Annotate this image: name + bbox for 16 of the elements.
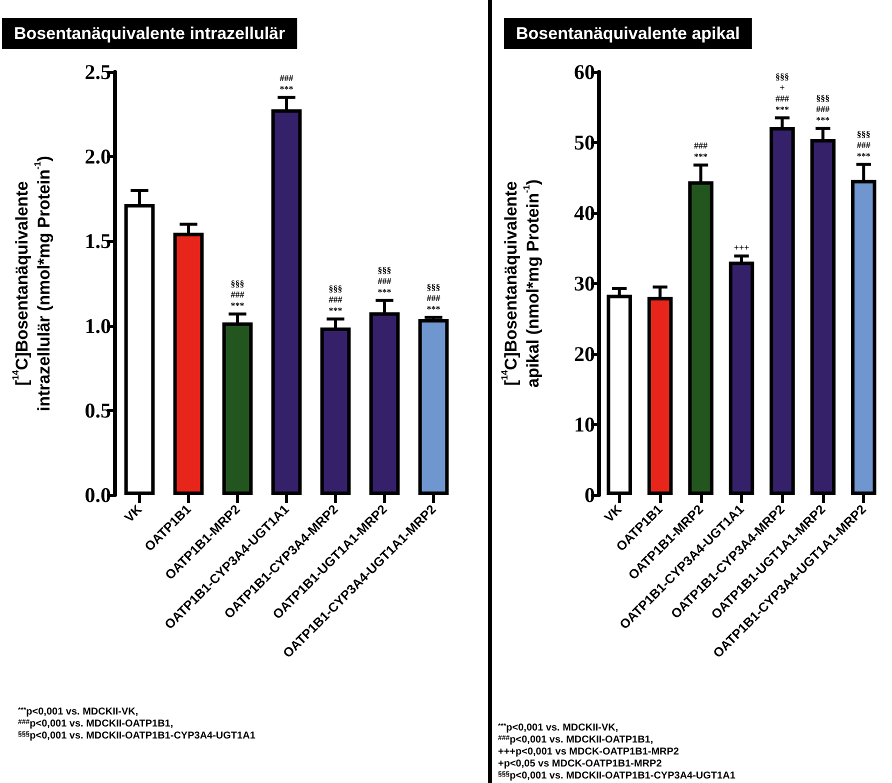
annotation: §§§ ### ***: [816, 92, 830, 125]
text: +p<0,05 vs MDCK-OATP1B1-MRP2: [498, 758, 662, 770]
chart-title: Bosentanäquivalente apikal: [516, 24, 740, 43]
annotation: +++: [734, 242, 750, 253]
annotation: §§§ ### ***: [856, 128, 871, 161]
chart-title: Bosentanäquivalente intrazellulär: [14, 24, 286, 43]
annotation: §§§ + ### ***: [775, 71, 790, 114]
annotation: §§§ ### ***: [328, 284, 343, 316]
x-tick-label: VK: [121, 501, 146, 526]
y-tick-label: 0.5: [84, 398, 111, 422]
annotation: ### ***: [280, 72, 294, 94]
annotation: §§§ ### ***: [230, 278, 245, 310]
annotation: §§§ ### ***: [378, 264, 392, 297]
text: +++p<0,001 vs MDCK-OATP1B1-MRP2: [498, 746, 680, 758]
annotation: ### ***: [694, 140, 708, 162]
annotation: §§§ ### ***: [426, 282, 441, 314]
